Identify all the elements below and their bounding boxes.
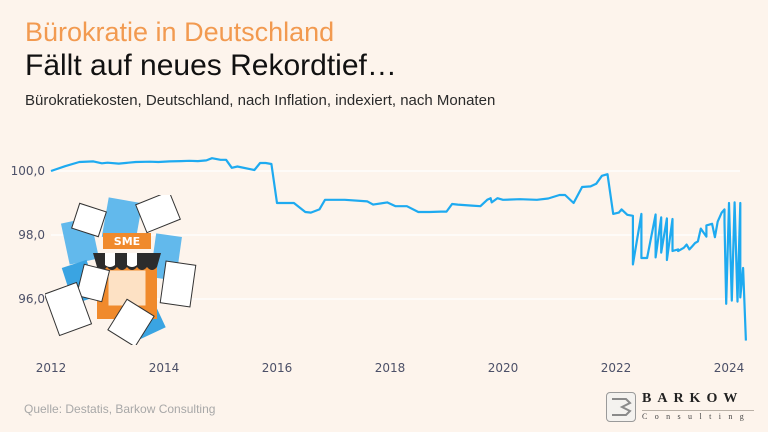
sme-shop-illustration: SME	[45, 195, 197, 345]
barkow-logo: BARKOW Consulting	[606, 390, 756, 424]
x-tick-label: 2014	[149, 361, 180, 375]
x-tick-label: 2022	[601, 361, 632, 375]
logo-wordmark: BARKOW	[642, 391, 744, 406]
logo-subtitle: Consulting	[642, 412, 752, 421]
y-tick-label: 98,0	[18, 228, 45, 242]
series-group	[50, 157, 747, 341]
x-tick-label: 2018	[375, 361, 406, 375]
x-tick-label: 2012	[36, 361, 67, 375]
y-tick-label: 96,0	[18, 292, 45, 306]
logo-divider	[642, 410, 754, 411]
series-line	[50, 157, 747, 341]
x-tick-label: 2020	[488, 361, 519, 375]
chart-title: Bürokratie in Deutschland	[25, 17, 335, 47]
x-axis-ticks: 2012 2014 2016 2018 2020 2022 2024	[36, 361, 745, 375]
paper-icon	[45, 195, 197, 345]
logo-mark-icon	[606, 392, 636, 422]
x-tick-label: 2016	[262, 361, 293, 375]
y-axis-ticks: 100,0 98,0 96,0	[11, 164, 45, 306]
x-tick-label: 2024	[714, 361, 745, 375]
chart-subtitle: Bürokratiekosten, Deutschland, nach Infl…	[25, 92, 496, 109]
y-tick-label: 100,0	[11, 164, 45, 178]
source-note: Quelle: Destatis, Barkow Consulting	[24, 402, 216, 416]
sme-badge: SME	[114, 235, 140, 248]
chart-headline: Fällt auf neues Rekordtief…	[25, 49, 397, 82]
